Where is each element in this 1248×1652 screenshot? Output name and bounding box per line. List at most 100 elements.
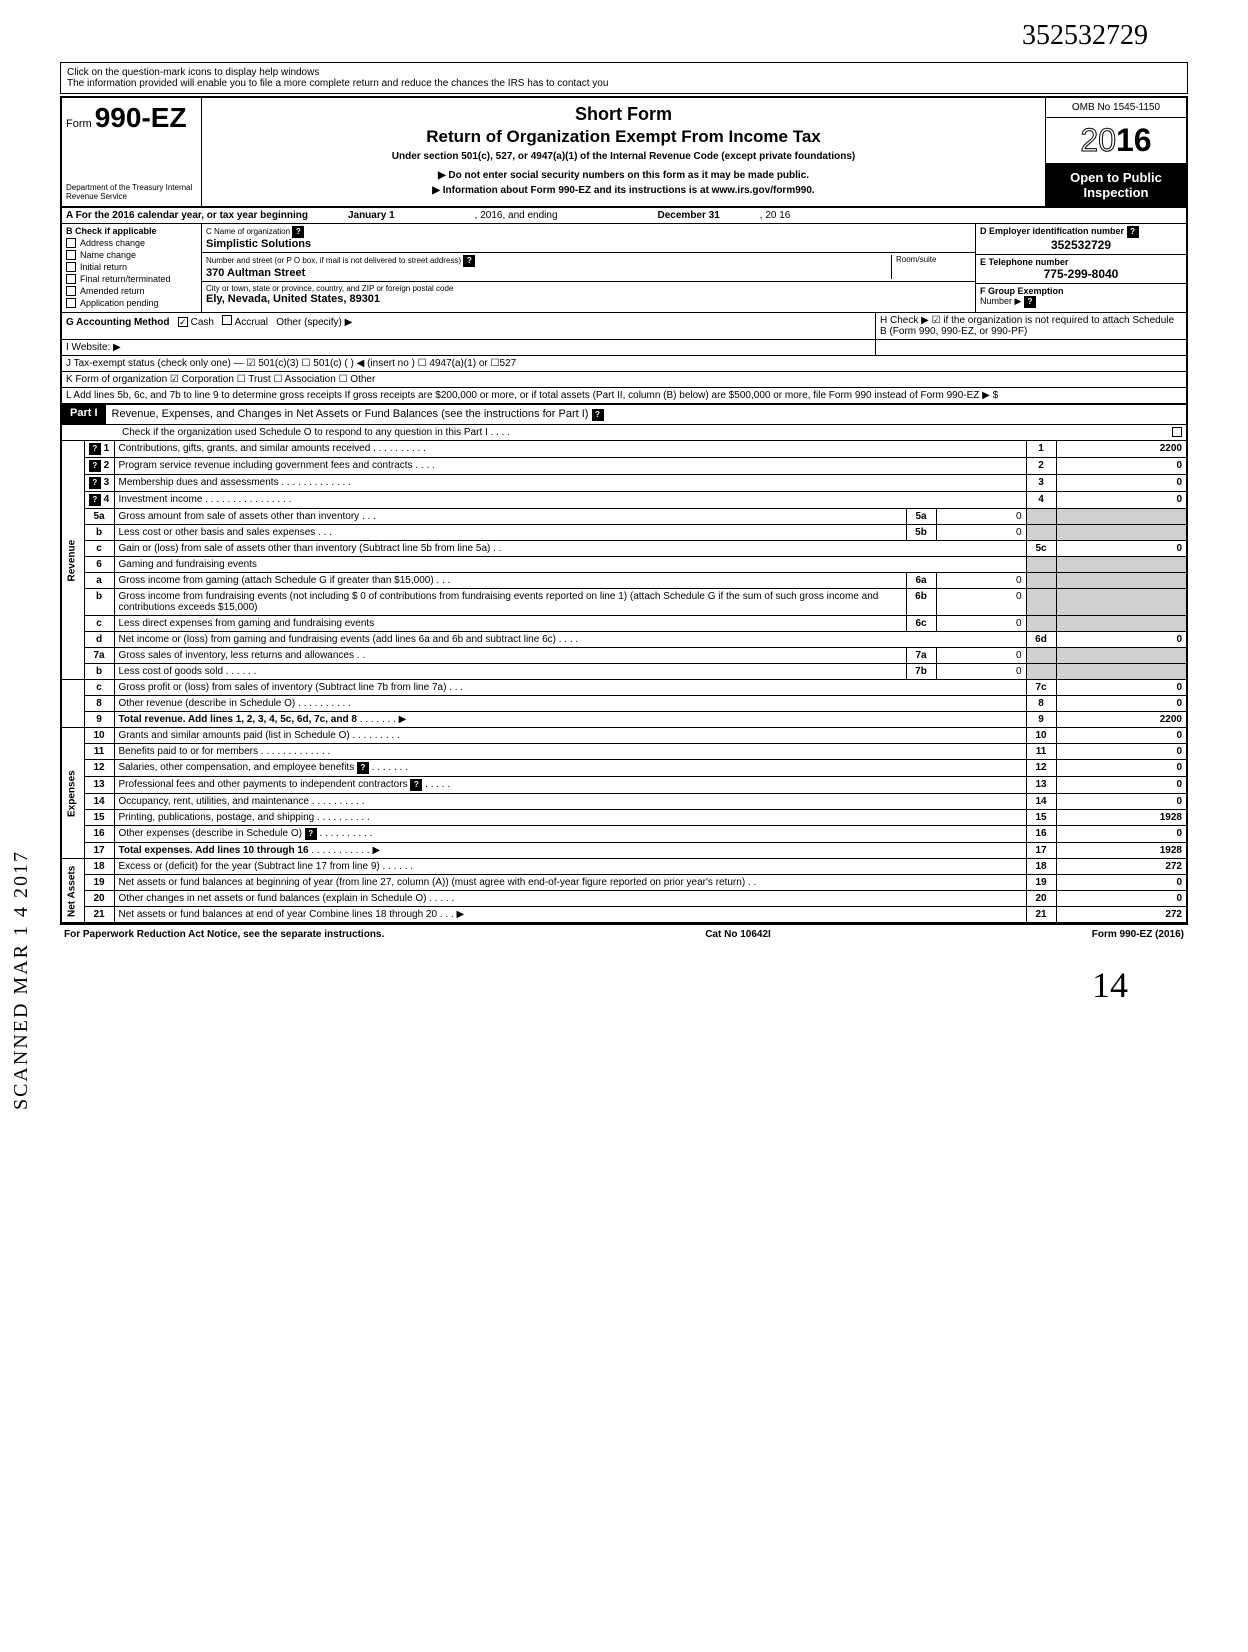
help-icon[interactable]: ?	[592, 409, 604, 421]
line1-val: 2200	[1056, 441, 1186, 458]
line6-desc: Gaming and fundraising events	[119, 559, 257, 570]
form-number: 990-EZ	[95, 102, 187, 133]
c-street-label: Number and street (or P O box, if mail i…	[206, 256, 461, 265]
help-icon[interactable]: ?	[292, 226, 304, 238]
row-g: G Accounting Method Cash Accrual Other (…	[62, 313, 1186, 340]
line1-num: 1	[1026, 441, 1056, 458]
handwritten-ein: 352532729	[60, 20, 1188, 52]
tip-line2: The information provided will enable you…	[67, 78, 1181, 89]
scanned-stamp: SCANNED MAR 1 4 2017	[10, 850, 33, 1110]
line8-desc: Other revenue (describe in Schedule O)	[119, 698, 296, 709]
d-label: D Employer identification number	[980, 226, 1124, 236]
cb-final-return[interactable]: Final return/terminated	[66, 274, 197, 284]
org-street: 370 Aultman Street	[206, 267, 891, 279]
cb-accrual[interactable]	[222, 315, 232, 325]
line5a-desc: Gross amount from sale of assets other t…	[119, 511, 360, 522]
line19-desc: Net assets or fund balances at beginning…	[119, 877, 746, 888]
c-street-row: Number and street (or P O box, if mail i…	[202, 253, 975, 282]
line15-desc: Printing, publications, postage, and shi…	[119, 812, 315, 823]
col-def: D Employer identification number ? 35253…	[976, 224, 1186, 312]
help-icon[interactable]: ?	[89, 477, 101, 489]
form-header: Form 990-EZ Department of the Treasury I…	[62, 98, 1186, 208]
cb-application-pending[interactable]: Application pending	[66, 298, 197, 308]
row-j: J Tax-exempt status (check only one) — ☑…	[62, 356, 1186, 372]
footer-right: Form 990-EZ (2016)	[1092, 929, 1184, 940]
line3-desc: Membership dues and assessments	[119, 477, 279, 488]
line7c-desc: Gross profit or (loss) from sales of inv…	[119, 682, 447, 693]
room-suite-label: Room/suite	[896, 255, 971, 264]
line6a-desc: Gross income from gaming (attach Schedul…	[119, 575, 434, 586]
revenue-table: Revenue ? 1 Contributions, gifts, grants…	[62, 441, 1186, 923]
f-label2: Number ▶	[980, 296, 1021, 306]
line13-desc: Professional fees and other payments to …	[119, 779, 408, 790]
c-name-label: C Name of organization	[206, 227, 290, 236]
help-icon[interactable]: ?	[1127, 226, 1139, 238]
line20-desc: Other changes in net assets or fund bala…	[119, 893, 427, 904]
line2-desc: Program service revenue including govern…	[119, 460, 413, 471]
c-city-label: City or town, state or province, country…	[206, 284, 971, 293]
col-b: B Check if applicable Address change Nam…	[62, 224, 202, 312]
part1-title: Revenue, Expenses, and Changes in Net As…	[106, 404, 1186, 425]
row-a-end-year: , 20 16	[760, 210, 791, 221]
c-city-row: City or town, state or province, country…	[202, 282, 975, 307]
header-center: Short Form Return of Organization Exempt…	[202, 98, 1046, 206]
line14-desc: Occupancy, rent, utilities, and maintena…	[119, 796, 309, 807]
tip-line1: Click on the question-mark icons to disp…	[67, 67, 1181, 78]
row-a-end-month: December 31	[658, 210, 720, 221]
help-icon[interactable]: ?	[89, 494, 101, 506]
e-value: 775-299-8040	[980, 267, 1182, 281]
section-bcdef: B Check if applicable Address change Nam…	[62, 224, 1186, 313]
footer-center: Cat No 10642I	[705, 929, 771, 940]
row-a-mid: , 2016, and ending	[475, 210, 558, 221]
line5c-desc: Gain or (loss) from sale of assets other…	[119, 543, 491, 554]
footer: For Paperwork Reduction Act Notice, see …	[60, 925, 1188, 944]
row-l: L Add lines 5b, 6c, and 7b to line 9 to …	[62, 388, 1186, 404]
line1-desc: Contributions, gifts, grants, and simila…	[119, 443, 371, 454]
cb-schedule-o[interactable]	[1172, 427, 1182, 437]
help-icon[interactable]: ?	[1024, 296, 1036, 308]
c-name-row: C Name of organization ? Simplistic Solu…	[202, 224, 975, 253]
cb-address-change[interactable]: Address change	[66, 238, 197, 248]
info-about: ▶ Information about Form 990-EZ and its …	[208, 185, 1039, 196]
line16-desc: Other expenses (describe in Schedule O)	[119, 828, 302, 839]
g-label: G Accounting Method	[66, 317, 170, 328]
col-c: C Name of organization ? Simplistic Solu…	[202, 224, 976, 312]
row-a: A For the 2016 calendar year, or tax yea…	[62, 208, 1186, 224]
net-assets-side-label: Net Assets	[62, 859, 84, 923]
schedule-o-check: Check if the organization used Schedule …	[62, 425, 1186, 441]
dept-treasury: Department of the Treasury Internal Reve…	[66, 184, 197, 202]
page-initial: 14	[60, 964, 1188, 1006]
help-icon[interactable]: ?	[89, 443, 101, 455]
f-label: F Group Exemption	[980, 286, 1064, 296]
header-left: Form 990-EZ Department of the Treasury I…	[62, 98, 202, 206]
section-f: F Group Exemption Number ▶ ?	[976, 284, 1186, 312]
header-right: OMB No 1545-1150 2016 Open to Public Ins…	[1046, 98, 1186, 206]
help-icon[interactable]: ?	[410, 779, 422, 791]
line12-desc: Salaries, other compensation, and employ…	[119, 762, 355, 773]
return-title: Return of Organization Exempt From Incom…	[208, 127, 1039, 147]
section-e: E Telephone number 775-299-8040	[976, 255, 1186, 284]
e-label: E Telephone number	[980, 257, 1068, 267]
line10-desc: Grants and similar amounts paid (list in…	[119, 730, 350, 741]
line11-desc: Benefits paid to or for members	[119, 746, 259, 757]
cb-name-change[interactable]: Name change	[66, 250, 197, 260]
line5b-desc: Less cost or other basis and sales expen…	[119, 527, 316, 538]
omb-number: OMB No 1545-1150	[1046, 98, 1186, 118]
revenue-side-label: Revenue	[62, 441, 84, 680]
cb-cash[interactable]	[178, 317, 188, 327]
org-name: Simplistic Solutions	[206, 238, 971, 250]
line21-desc: Net assets or fund balances at end of ye…	[119, 909, 438, 920]
cb-initial-return[interactable]: Initial return	[66, 262, 197, 272]
cb-amended[interactable]: Amended return	[66, 286, 197, 296]
form-container: Form 990-EZ Department of the Treasury I…	[60, 96, 1188, 925]
line18-desc: Excess or (deficit) for the year (Subtra…	[119, 861, 380, 872]
line6b-desc: Gross income from fundraising events (no…	[119, 591, 879, 613]
help-icon[interactable]: ?	[305, 828, 317, 840]
help-icon[interactable]: ?	[357, 762, 369, 774]
line6d-desc: Net income or (loss) from gaming and fun…	[119, 634, 556, 645]
part1-header: Part I Revenue, Expenses, and Changes in…	[62, 404, 1186, 425]
org-city: Ely, Nevada, United States, 89301	[206, 293, 971, 305]
help-icon[interactable]: ?	[463, 255, 475, 267]
d-value: 352532729	[980, 238, 1182, 252]
help-icon[interactable]: ?	[89, 460, 101, 472]
